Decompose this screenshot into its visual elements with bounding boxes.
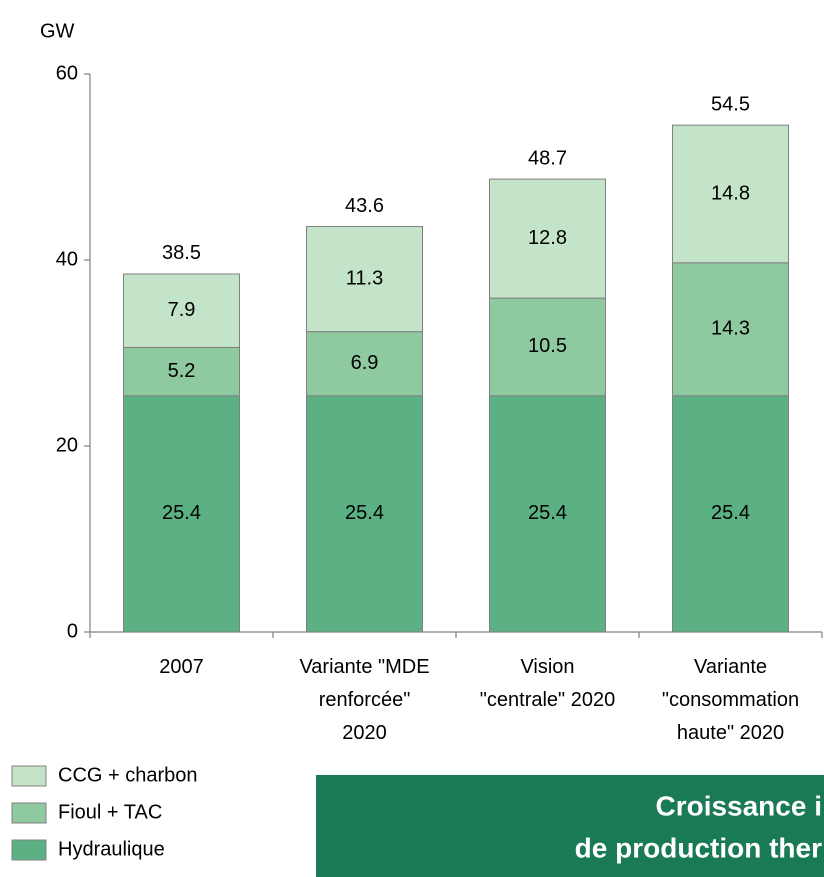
bar-segment: [306, 395, 423, 633]
bar-segment: [306, 331, 423, 397]
value-label: 10.5: [528, 335, 567, 357]
value-label: 12.8: [528, 227, 567, 249]
legend-label: CCG + charbon: [58, 764, 198, 786]
bar-segment: [123, 273, 240, 348]
value-label: 11.3: [346, 267, 383, 289]
value-label: 5.2: [168, 360, 196, 382]
x-tick-label: Vision "centrale" 2020: [480, 656, 615, 711]
value-label: 7.9: [168, 299, 196, 321]
bar-segment: [672, 262, 789, 397]
value-label: 25.4: [711, 502, 750, 524]
value-label: 14.3: [711, 318, 750, 340]
y-tick-label: 20: [56, 434, 78, 456]
banner: [316, 775, 824, 877]
value-label: 25.4: [345, 502, 384, 524]
legend-swatch: [11, 765, 47, 787]
total-label: 43.6: [345, 195, 384, 217]
bar-segment: [489, 178, 606, 299]
bar-segment: [123, 395, 240, 633]
legend-label: Fioul + TAC: [58, 801, 162, 823]
bar-segment: [489, 395, 606, 633]
value-label: 6.9: [351, 352, 379, 374]
x-tick-label: Variante "consommation haute" 2020: [662, 656, 799, 744]
bar-segment: [306, 226, 423, 333]
total-label: 48.7: [528, 147, 567, 169]
y-tick-label: 60: [56, 62, 78, 84]
bar-segment: [672, 395, 789, 633]
value-label: 25.4: [162, 502, 201, 524]
y-axis-label: GW: [40, 20, 75, 42]
legend-swatch: [11, 802, 47, 824]
banner-text: de production ther: [575, 832, 822, 863]
legend-swatch: [11, 839, 47, 861]
banner-text: Croissance i: [655, 790, 822, 821]
bar-segment: [123, 346, 240, 397]
total-label: 38.5: [162, 242, 201, 264]
y-tick-label: 40: [56, 248, 78, 270]
y-tick-label: 0: [67, 620, 78, 642]
bar-segment: [672, 124, 789, 264]
x-tick-label: Variante "MDE renforcée" 2020: [299, 656, 429, 744]
total-label: 54.5: [711, 93, 750, 115]
bar-segment: [489, 297, 606, 397]
value-label: 25.4: [528, 502, 567, 524]
x-tick-label: 2007: [159, 656, 204, 678]
value-label: 14.8: [711, 182, 750, 204]
legend-label: Hydraulique: [58, 838, 165, 860]
